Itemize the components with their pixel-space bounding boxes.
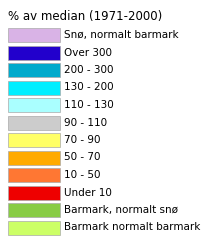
Text: 70 - 90: 70 - 90 <box>64 135 100 145</box>
Bar <box>8 221 60 234</box>
Text: 50 - 70: 50 - 70 <box>64 152 100 163</box>
Bar <box>8 133 60 147</box>
Text: Over 300: Over 300 <box>64 48 111 58</box>
Text: 110 - 130: 110 - 130 <box>64 100 113 110</box>
Text: 90 - 110: 90 - 110 <box>64 118 107 127</box>
Text: Under 10: Under 10 <box>64 188 111 197</box>
Text: Barmark normalt barmark: Barmark normalt barmark <box>64 223 199 233</box>
Bar <box>8 81 60 94</box>
Bar <box>8 203 60 217</box>
Bar <box>8 151 60 164</box>
Bar <box>8 63 60 77</box>
Bar <box>8 98 60 112</box>
Text: 200 - 300: 200 - 300 <box>64 65 113 75</box>
Text: Snø, normalt barmark: Snø, normalt barmark <box>64 30 178 40</box>
Bar <box>8 115 60 130</box>
Bar <box>8 45 60 60</box>
Text: % av median (1971-2000): % av median (1971-2000) <box>8 10 162 23</box>
Text: Barmark, normalt snø: Barmark, normalt snø <box>64 205 177 215</box>
Bar <box>8 28 60 42</box>
Text: 10 - 50: 10 - 50 <box>64 170 100 180</box>
Bar <box>8 185 60 200</box>
Bar <box>8 168 60 182</box>
Text: 130 - 200: 130 - 200 <box>64 82 113 92</box>
